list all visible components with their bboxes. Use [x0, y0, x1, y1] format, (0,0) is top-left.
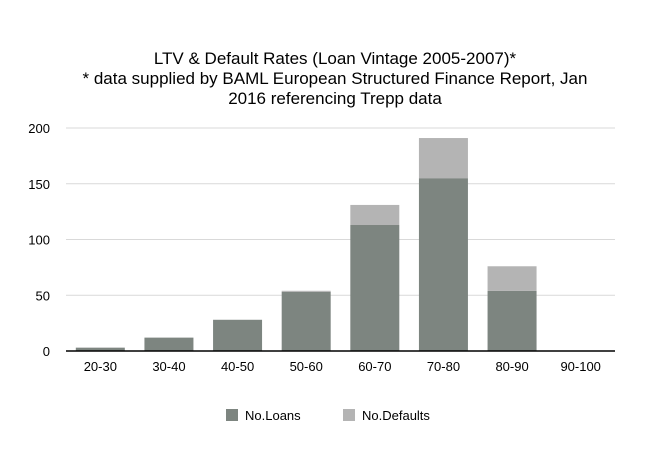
legend: No.Loans No.Defaults	[226, 408, 430, 423]
bar-no-loans-60-70	[350, 225, 400, 351]
x-tick-label: 50-60	[290, 359, 323, 374]
x-tick-label: 30-40	[152, 359, 185, 374]
legend-label: No.Loans	[245, 408, 301, 423]
bar-no-loans-20-30	[75, 347, 125, 351]
title-line-3: 2016 referencing Trepp data	[228, 89, 442, 108]
bar-no-loans-50-60	[281, 291, 331, 351]
bars	[75, 138, 537, 351]
y-tick-label: 150	[28, 177, 50, 192]
title-line-1: LTV & Default Rates (Loan Vintage 2005-2…	[154, 49, 517, 68]
x-tick-label: 40-50	[221, 359, 254, 374]
legend-label: No.Defaults	[362, 408, 430, 423]
y-tick-label: 50	[36, 288, 50, 303]
legend-swatch	[226, 409, 238, 421]
bar-no-loans-40-50	[213, 319, 263, 351]
bar-no-defaults-70-80	[418, 138, 468, 179]
x-tick-label: 20-30	[84, 359, 117, 374]
x-tick-label: 90-100	[560, 359, 600, 374]
x-tick-labels: 20-30 30-40 40-50 50-60 60-70 70-80 80-90 90-10…	[84, 359, 601, 374]
bar-no-loans-30-40	[144, 337, 194, 351]
y-tick-label: 100	[28, 233, 50, 248]
chart-title: LTV & Default Rates (Loan Vintage 2005-2…	[83, 49, 588, 108]
bar-no-loans-80-90	[487, 290, 537, 351]
x-tick-label: 70-80	[427, 359, 460, 374]
y-tick-label: 0	[43, 344, 50, 359]
y-tick-labels: 0 50 100 150 200	[28, 121, 50, 359]
bar-no-defaults-60-70	[350, 204, 400, 226]
title-line-2: * data supplied by BAML European Structu…	[83, 69, 588, 88]
x-tick-label: 80-90	[495, 359, 528, 374]
bar-no-defaults-80-90	[487, 266, 537, 291]
legend-swatch	[343, 409, 355, 421]
y-tick-label: 200	[28, 121, 50, 136]
bar-no-defaults-50-60	[281, 290, 331, 292]
bar-no-loans-70-80	[418, 178, 468, 351]
x-tick-label: 60-70	[358, 359, 391, 374]
